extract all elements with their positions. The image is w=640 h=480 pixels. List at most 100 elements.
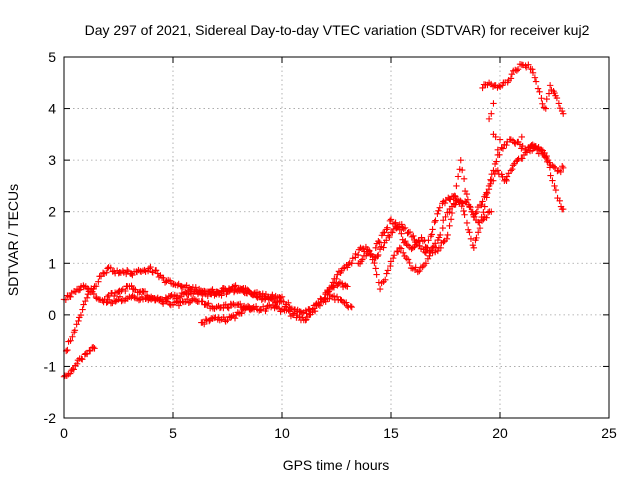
data-point-interp	[456, 199, 463, 206]
data-point	[348, 260, 355, 267]
data-point-interp	[440, 217, 447, 224]
data-point-interp	[447, 216, 455, 223]
data-point-interp	[118, 297, 125, 305]
x-tick-label: 5	[169, 425, 177, 441]
data-point	[494, 167, 502, 174]
data-point-interp	[87, 288, 94, 296]
data-point	[372, 244, 379, 252]
data-point-interp	[398, 221, 405, 228]
data-point	[78, 355, 85, 362]
data-point-interp	[333, 275, 340, 283]
data-point-interp	[103, 269, 110, 276]
data-point-interp	[397, 245, 405, 252]
data-point-interp	[452, 193, 459, 200]
data-point	[479, 84, 486, 92]
data-point-interp	[275, 305, 283, 312]
data-point	[466, 229, 473, 236]
data-point	[544, 156, 552, 164]
data-point-interp	[330, 292, 338, 300]
data-point	[71, 327, 79, 334]
data-point-interp	[64, 346, 71, 354]
x-tick-label: 25	[601, 425, 617, 441]
data-point-interp	[514, 66, 522, 73]
data-point-interp	[451, 192, 458, 199]
data-point-interp	[347, 303, 354, 310]
data-point-interp	[529, 69, 537, 77]
data-point	[485, 115, 493, 123]
data-point-interp	[387, 262, 394, 270]
data-point	[546, 82, 554, 89]
y-tick-label: 3	[48, 152, 56, 168]
data-point	[387, 216, 395, 223]
data-point	[91, 345, 98, 352]
x-tick-label: 15	[383, 425, 399, 441]
data-point-interp	[263, 305, 270, 313]
data-point-interp	[338, 280, 346, 287]
data-point-interp	[557, 168, 564, 176]
data-point-interp	[400, 249, 407, 257]
data-point-interp	[390, 252, 398, 259]
data-point-interp	[443, 235, 451, 242]
data-point-interp	[431, 240, 439, 247]
data-point-interp	[429, 226, 436, 233]
data-point	[492, 133, 499, 141]
data-point-interp	[412, 241, 420, 249]
data-point-interp	[375, 251, 382, 259]
data-point-interp	[303, 310, 310, 317]
data-point	[560, 110, 567, 117]
data-point-interp	[532, 78, 540, 85]
data-point-interp	[376, 239, 383, 246]
data-point-interp	[343, 299, 350, 306]
data-point-interp	[202, 316, 210, 323]
data-point-interp	[344, 264, 351, 271]
data-point-interp	[432, 217, 439, 224]
data-points-layer	[60, 60, 567, 380]
data-point-interp	[415, 237, 422, 244]
data-point	[494, 146, 502, 154]
y-tick-label: 4	[48, 101, 56, 117]
data-point-interp	[234, 309, 241, 316]
data-point	[119, 267, 127, 275]
data-point-interp	[499, 145, 507, 152]
data-point	[475, 229, 482, 236]
data-point	[518, 133, 525, 141]
data-point-interp	[487, 180, 494, 188]
data-point-interp	[296, 313, 303, 320]
data-point-interp	[359, 256, 366, 263]
x-tick-label: 10	[274, 425, 290, 441]
data-point-interp	[446, 208, 453, 216]
data-point-interp	[434, 210, 441, 217]
data-point-interp	[394, 248, 402, 255]
data-point-interp	[76, 286, 84, 293]
data-point-interp	[458, 166, 466, 174]
data-point	[344, 283, 351, 290]
data-point-interp	[421, 248, 429, 256]
data-point	[145, 265, 153, 272]
data-point-interp	[317, 295, 324, 302]
data-point-interp	[201, 320, 208, 328]
data-point	[560, 205, 567, 213]
data-point-interp	[490, 177, 497, 184]
data-point-interp	[122, 287, 129, 295]
data-point-interp	[285, 299, 292, 307]
data-point-interp	[79, 356, 86, 363]
data-point	[481, 203, 488, 210]
data-point	[509, 162, 517, 169]
data-point-interp	[354, 251, 362, 259]
y-tick-label: -1	[44, 358, 57, 374]
data-point-interp	[141, 288, 149, 295]
data-point	[339, 298, 347, 306]
x-tick-label: 0	[60, 425, 68, 441]
data-point	[104, 265, 111, 272]
data-point-interp	[495, 82, 503, 90]
data-point-interp	[329, 279, 337, 286]
data-point-interp	[174, 282, 181, 289]
data-point-interp	[460, 207, 467, 215]
data-point-interp	[528, 142, 535, 149]
data-point-interp	[75, 317, 82, 325]
data-point-interp	[463, 190, 471, 198]
data-point-interp	[485, 186, 493, 193]
data-point	[389, 254, 397, 262]
data-point-interp	[66, 370, 74, 377]
